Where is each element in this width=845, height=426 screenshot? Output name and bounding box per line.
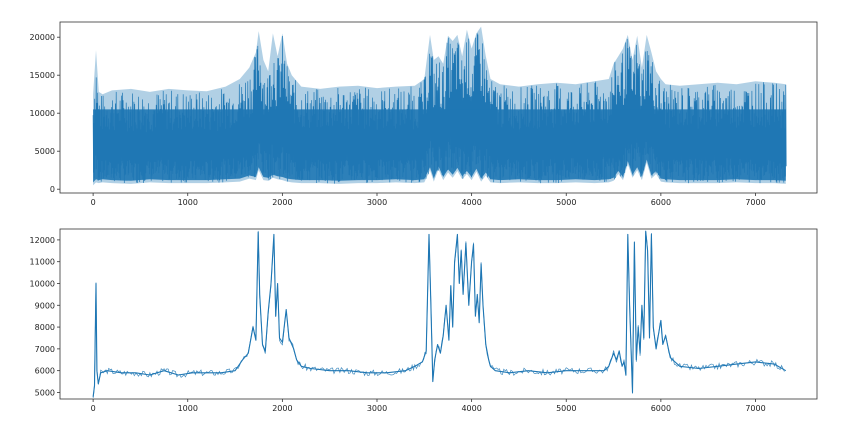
y-tick-label: 20000: [30, 33, 55, 42]
x-tick-label: 2000: [272, 404, 292, 413]
x-tick-label: 0: [91, 198, 96, 207]
series-noise-line: [92, 230, 785, 398]
y-tick-label: 15000: [30, 71, 55, 80]
x-tick-label: 5000: [556, 404, 576, 413]
x-tick-label: 3000: [367, 198, 387, 207]
x-tick-label: 6000: [651, 404, 671, 413]
x-tick-label: 2000: [272, 198, 292, 207]
plot-frame: [59, 21, 818, 194]
x-tick-label: 7000: [745, 404, 765, 413]
signal-core-band: [93, 109, 786, 183]
y-tick-label: 11000: [30, 258, 55, 267]
y-tick-label: 5000: [35, 388, 55, 397]
x-tick-label: 1000: [178, 404, 198, 413]
y-tick-label: 10000: [30, 279, 55, 288]
plot-frame: [59, 228, 818, 400]
y-tick-label: 12000: [30, 236, 55, 245]
x-tick-label: 1000: [178, 198, 198, 207]
x-tick-label: 6000: [651, 198, 671, 207]
y-tick-label: 7000: [35, 345, 55, 354]
y-tick-label: 0: [50, 185, 55, 194]
top-line-chart: 0 1000 2000 3000 4000 5000 6000 7000 0 5000 10000 1…: [30, 21, 818, 207]
y-tick-label: 10000: [30, 109, 55, 118]
x-tick-label: 4000: [461, 198, 481, 207]
x-tick-label: 4000: [461, 404, 481, 413]
y-tick-label: 6000: [35, 367, 55, 376]
y-tick-label: 9000: [35, 301, 55, 310]
x-tick-label: 7000: [745, 198, 765, 207]
x-tick-label: 0: [91, 404, 96, 413]
series-line: [92, 230, 787, 397]
x-tick-label: 3000: [367, 404, 387, 413]
y-tick-label: 5000: [35, 147, 55, 156]
x-tick-label: 5000: [556, 198, 576, 207]
bottom-line-chart: 0 1000 2000 3000 4000 5000 6000 7000 5000 6000 700…: [30, 228, 818, 413]
y-tick-label: 8000: [35, 323, 55, 332]
